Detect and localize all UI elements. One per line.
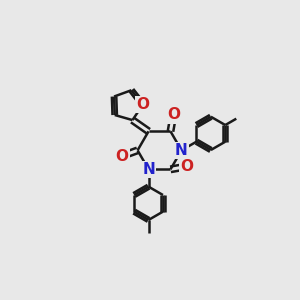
Text: N: N bbox=[142, 162, 155, 177]
Text: O: O bbox=[136, 97, 149, 112]
Text: O: O bbox=[167, 107, 180, 122]
Text: O: O bbox=[116, 148, 128, 164]
Text: O: O bbox=[180, 159, 194, 174]
Text: N: N bbox=[175, 143, 188, 158]
